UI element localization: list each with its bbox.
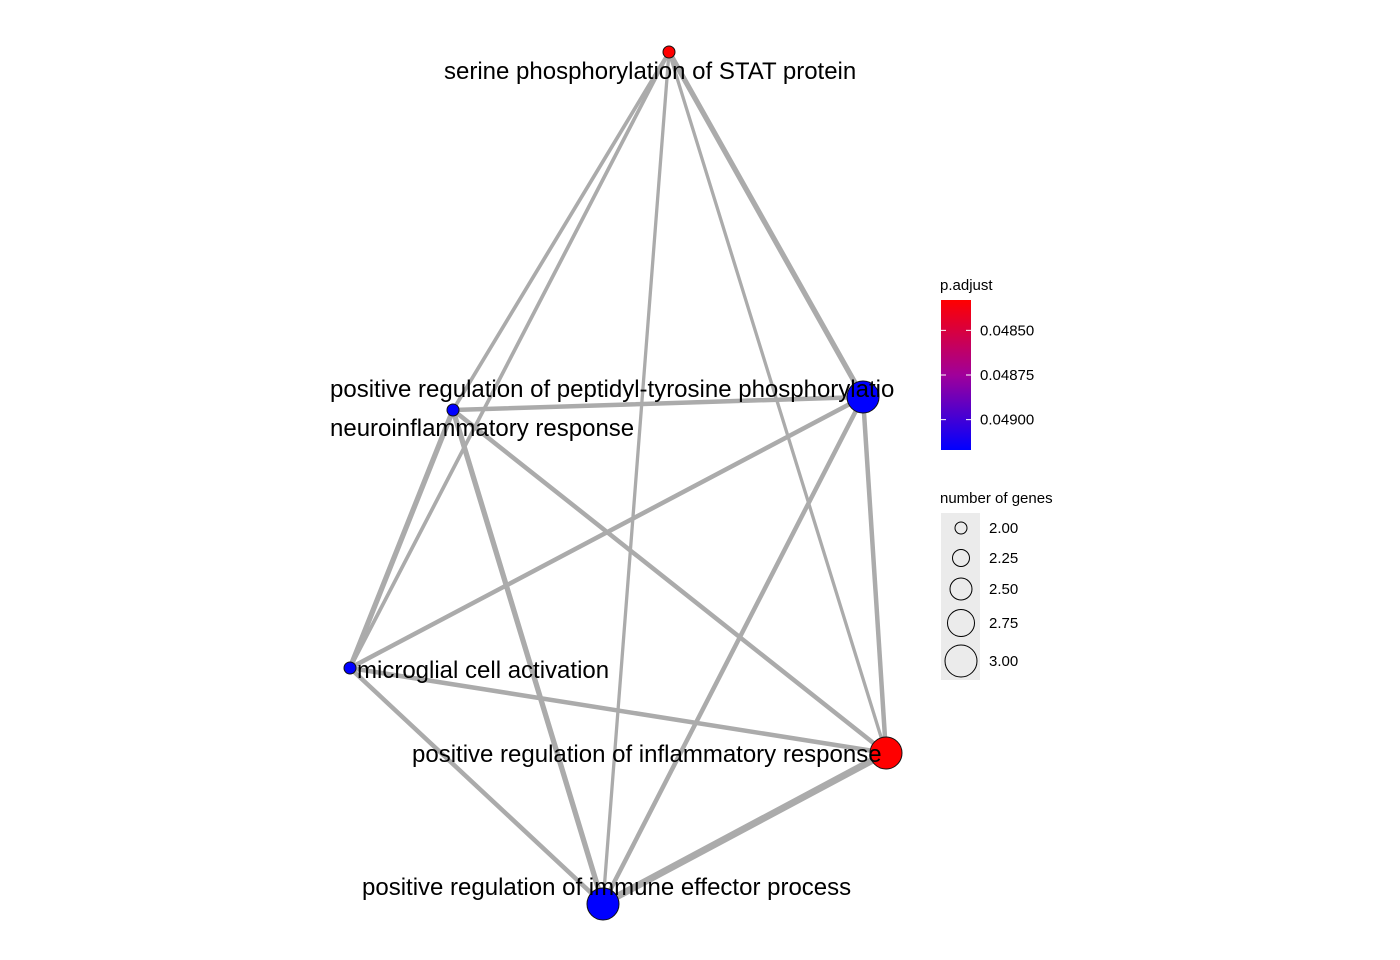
size-key-label: 2.25 <box>989 550 1018 567</box>
node-stat[interactable] <box>662 45 676 59</box>
edge-stat-immune <box>601 50 671 906</box>
size-key-circle <box>947 609 975 637</box>
edge-neuro-tyr <box>450 394 866 413</box>
color-legend-ticks: 0.04850 0.04875 0.04900 <box>941 322 1034 429</box>
size-legend-keys: 2.00 2.25 2.50 2.75 3.00 <box>944 520 1018 678</box>
color-legend-title: p.adjust <box>940 277 993 294</box>
labels-layer: serine phosphorylation of STAT protein po… <box>330 58 894 901</box>
size-key-label: 3.00 <box>989 653 1018 670</box>
color-tick-label: 0.04900 <box>980 412 1034 429</box>
edge-tyr-inflam <box>860 394 889 756</box>
size-key-circle <box>944 644 978 678</box>
node-label-immune: positive regulation of immune effector p… <box>362 874 851 901</box>
size-key-label: 2.75 <box>989 615 1018 632</box>
node-immune[interactable] <box>586 887 620 921</box>
size-key-circle <box>952 549 970 567</box>
edge-stat-inflam <box>667 50 888 755</box>
edge-micro-inflam <box>347 665 889 756</box>
node-label-stat: serine phosphorylation of STAT protein <box>444 58 856 85</box>
size-key-label: 2.00 <box>989 520 1018 537</box>
edge-stat-micro <box>348 50 671 670</box>
node-micro[interactable] <box>343 661 357 675</box>
color-tick-label: 0.04875 <box>980 367 1034 384</box>
edge-tyr-micro <box>347 394 866 671</box>
node-label-neuro: neuroinflammatory response <box>330 415 634 442</box>
edge-tyr-immune <box>600 394 866 907</box>
nodes-layer <box>343 45 903 921</box>
edge-inflam-immune <box>599 749 890 908</box>
size-key-label: 2.50 <box>989 581 1018 598</box>
edge-neuro-inflam <box>450 407 889 756</box>
size-key-circle <box>954 521 968 535</box>
node-label-micro: microglial cell activation <box>357 657 609 684</box>
size-legend-key-bg <box>941 513 980 680</box>
legend: p.adjust 0.04850 0.04875 0.04900 number of… <box>940 277 1053 680</box>
node-label-tyr: positive regulation of peptidyl-tyrosine… <box>330 376 894 403</box>
node-neuro[interactable] <box>446 403 460 417</box>
color-tick-label: 0.04850 <box>980 322 1034 339</box>
node-tyr[interactable] <box>846 380 880 414</box>
edge-neuro-immune <box>450 407 606 907</box>
node-inflam[interactable] <box>869 736 903 770</box>
edge-neuro-micro <box>347 407 456 671</box>
edge-stat-tyr <box>666 49 866 400</box>
size-key-circle <box>949 577 973 601</box>
edge-micro-immune <box>347 665 606 907</box>
edges-layer <box>347 49 890 908</box>
node-label-inflam: positive regulation of inflammatory resp… <box>412 741 882 768</box>
edge-stat-neuro <box>451 50 671 412</box>
size-legend-title: number of genes <box>940 490 1053 507</box>
